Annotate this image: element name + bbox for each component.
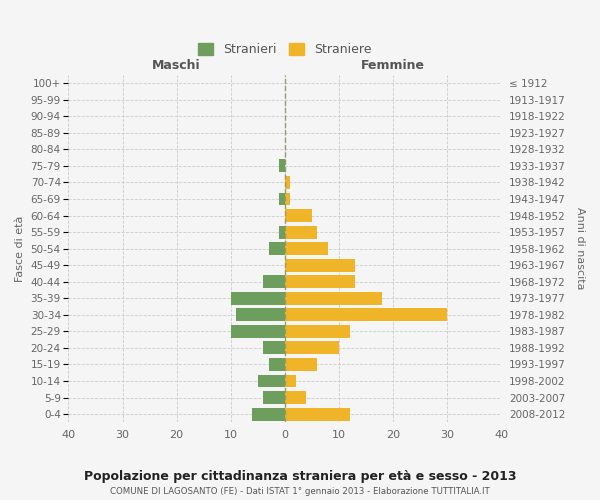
Bar bbox=[285, 276, 355, 288]
Bar bbox=[285, 391, 307, 404]
Bar bbox=[280, 160, 285, 172]
Bar bbox=[285, 292, 382, 304]
Bar bbox=[285, 192, 290, 205]
Bar bbox=[258, 374, 285, 388]
Bar bbox=[285, 408, 350, 420]
Bar bbox=[285, 209, 312, 222]
Y-axis label: Fasce di età: Fasce di età bbox=[15, 216, 25, 282]
Bar bbox=[285, 242, 328, 255]
Text: Popolazione per cittadinanza straniera per età e sesso - 2013: Popolazione per cittadinanza straniera p… bbox=[84, 470, 516, 483]
Bar bbox=[231, 325, 285, 338]
Text: Maschi: Maschi bbox=[152, 58, 201, 71]
Bar bbox=[285, 325, 350, 338]
Bar bbox=[285, 308, 447, 322]
Bar bbox=[285, 358, 317, 371]
Bar bbox=[285, 176, 290, 189]
Bar bbox=[236, 308, 285, 322]
Bar bbox=[253, 408, 285, 420]
Bar bbox=[285, 374, 296, 388]
Bar bbox=[269, 358, 285, 371]
Bar bbox=[231, 292, 285, 304]
Bar bbox=[269, 242, 285, 255]
Bar bbox=[280, 226, 285, 238]
Y-axis label: Anni di nascita: Anni di nascita bbox=[575, 208, 585, 290]
Bar bbox=[280, 192, 285, 205]
Bar bbox=[285, 258, 355, 272]
Bar bbox=[263, 276, 285, 288]
Text: Femmine: Femmine bbox=[361, 58, 425, 71]
Text: COMUNE DI LAGOSANTO (FE) - Dati ISTAT 1° gennaio 2013 - Elaborazione TUTTITALIA.: COMUNE DI LAGOSANTO (FE) - Dati ISTAT 1°… bbox=[110, 488, 490, 496]
Bar bbox=[263, 342, 285, 354]
Bar bbox=[263, 391, 285, 404]
Legend: Stranieri, Straniere: Stranieri, Straniere bbox=[194, 40, 376, 60]
Bar bbox=[285, 226, 317, 238]
Bar bbox=[285, 342, 339, 354]
